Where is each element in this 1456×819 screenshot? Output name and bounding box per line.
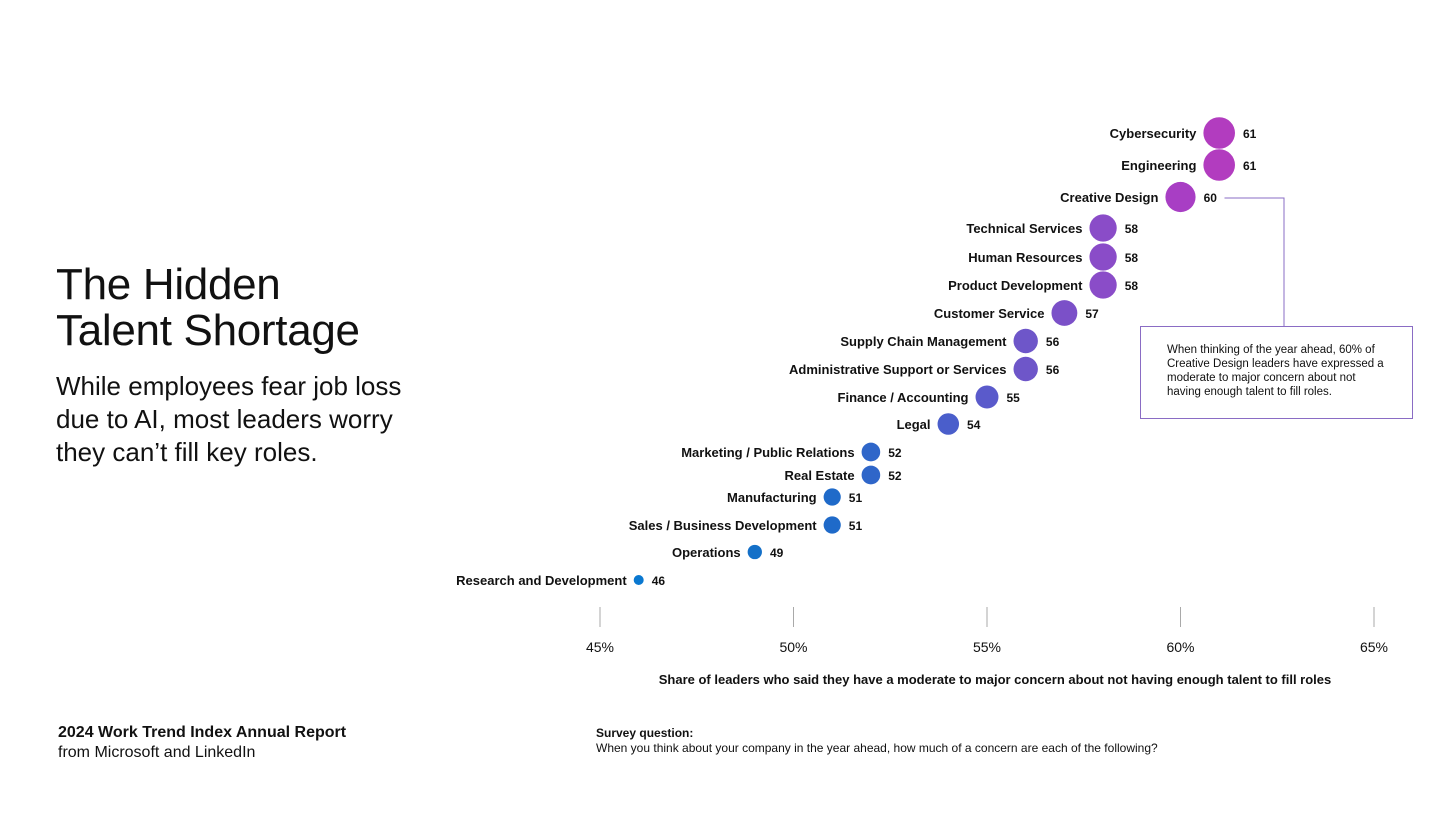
survey-heading: Survey question: [596, 726, 694, 740]
x-tick-label: 45% [586, 639, 614, 655]
data-label: 61 [1243, 159, 1257, 173]
data-label: 49 [770, 546, 784, 560]
data-point [1203, 117, 1235, 149]
data-point [823, 516, 841, 534]
x-tick-label: 65% [1360, 639, 1388, 655]
data-point [861, 465, 881, 485]
x-tick-label: 50% [779, 639, 807, 655]
data-label: 52 [888, 446, 902, 460]
data-point [1203, 149, 1235, 181]
data-point [1165, 181, 1196, 213]
data-point [1089, 214, 1117, 242]
report-title: 2024 Work Trend Index Annual Report [58, 724, 347, 741]
category-label: Research and Development [456, 573, 627, 588]
data-point [861, 442, 881, 462]
category-label: Human Resources [968, 250, 1082, 265]
data-point [1089, 271, 1117, 299]
category-label: Manufacturing [727, 490, 817, 505]
data-label: 52 [888, 469, 902, 483]
data-label: 51 [849, 491, 863, 505]
data-point [747, 544, 762, 560]
data-label: 58 [1125, 222, 1139, 236]
category-label: Administrative Support or Services [789, 362, 1006, 377]
data-point [975, 385, 999, 409]
category-label: Operations [672, 545, 741, 560]
category-label: Creative Design [1060, 190, 1158, 205]
category-label: Engineering [1121, 158, 1196, 173]
data-label: 56 [1046, 363, 1060, 377]
data-label: 56 [1046, 335, 1060, 349]
data-label: 61 [1243, 127, 1257, 141]
data-label: 57 [1085, 307, 1099, 321]
x-tick-label: 60% [1166, 639, 1194, 655]
data-point [1013, 356, 1038, 382]
category-label: Customer Service [934, 306, 1045, 321]
category-label: Finance / Accounting [838, 390, 969, 405]
data-point [1051, 300, 1078, 326]
title-line-2: Talent Shortage [56, 306, 360, 355]
category-label: Product Development [948, 278, 1083, 293]
category-label: Supply Chain Management [840, 334, 1007, 349]
category-label: Marketing / Public Relations [681, 445, 854, 460]
data-point [633, 575, 644, 585]
callout-connector [1224, 197, 1285, 326]
category-label: Sales / Business Development [629, 518, 818, 533]
data-label: 46 [652, 574, 666, 588]
data-label: 60 [1204, 191, 1218, 205]
data-point [937, 413, 960, 435]
callout-box: When thinking of the year ahead, 60% of … [1140, 326, 1413, 419]
category-label: Real Estate [784, 468, 854, 483]
category-label: Technical Services [966, 221, 1082, 236]
data-point [823, 488, 841, 506]
data-label: 54 [967, 418, 981, 432]
data-point [1013, 328, 1038, 354]
survey-question: When you think about your company in the… [596, 741, 1158, 755]
category-label: Cybersecurity [1110, 126, 1197, 141]
title-line-1: The Hidden [56, 260, 281, 309]
data-label: 58 [1125, 251, 1139, 265]
data-label: 51 [849, 519, 863, 533]
page-title: The Hidden Talent Shortage [56, 262, 456, 354]
x-axis-label: Share of leaders who said they have a mo… [659, 672, 1332, 687]
category-label: Legal [897, 417, 931, 432]
report-subtitle: from Microsoft and LinkedIn [58, 744, 256, 761]
data-point [1089, 243, 1117, 271]
data-label: 58 [1125, 279, 1139, 293]
page-subtitle: While employees fear job loss due to AI,… [56, 371, 402, 467]
data-label: 55 [1006, 391, 1020, 405]
x-tick-label: 55% [973, 639, 1001, 655]
